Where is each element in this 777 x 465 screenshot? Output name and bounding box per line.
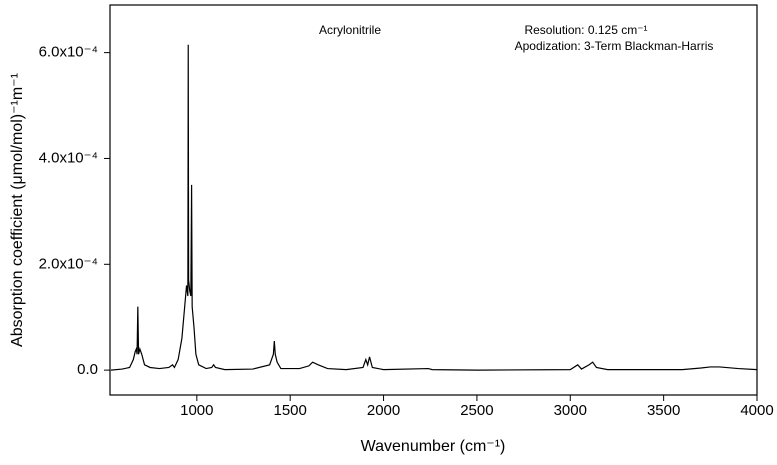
- x-tick-label: 2500: [460, 402, 493, 419]
- y-tick-label: 2.0x10⁻⁴: [39, 255, 98, 272]
- y-tick-label: 0.0: [77, 361, 98, 378]
- x-tick-label: 4000: [740, 402, 773, 419]
- resolution-label: Resolution: 0.125 cm⁻¹: [524, 23, 647, 37]
- plot-frame: [109, 4, 758, 396]
- x-tick-label: 3000: [554, 402, 587, 419]
- spectrum-line: [110, 44, 758, 371]
- y-axis-title: Absorption coefficient (μmol/mol)⁻¹m⁻¹: [9, 73, 26, 347]
- apodization-label: Apodization: 3-Term Blackman-Harris: [515, 39, 714, 53]
- y-tick-label: 4.0x10⁻⁴: [39, 149, 98, 166]
- y-tick-label: 6.0x10⁻⁴: [39, 44, 98, 61]
- compound-label: Acrylonitrile: [319, 23, 381, 37]
- x-tick-label: 1500: [274, 402, 307, 419]
- x-tick-label: 1000: [180, 402, 213, 419]
- x-tick-label: 3500: [647, 402, 680, 419]
- x-tick-label: 2000: [367, 402, 400, 419]
- x-axis-title: Wavenumber (cm⁻¹): [361, 438, 506, 455]
